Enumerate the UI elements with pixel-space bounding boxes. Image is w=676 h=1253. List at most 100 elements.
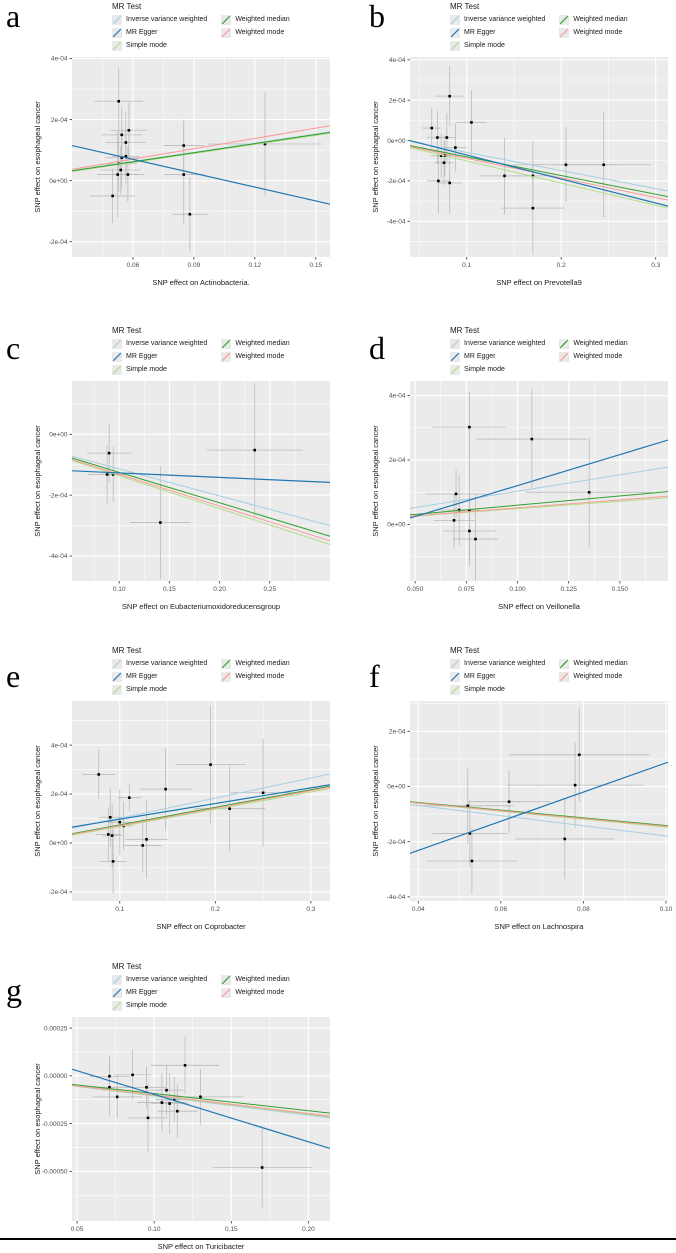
legend-item-label: Simple mode — [126, 1002, 167, 1009]
svg-text:0.09: 0.09 — [188, 262, 201, 269]
legend-title: MR Test — [112, 326, 142, 335]
legend-item-wmode: Weighted mode — [559, 670, 627, 683]
svg-text:SNP effect on Prevotella9: SNP effect on Prevotella9 — [496, 278, 582, 287]
panel-d-content: MR Test Inverse variance weighted MR Egg… — [338, 310, 676, 613]
panel-a-content: MR Test Inverse variance weighted MR Egg… — [0, 0, 338, 289]
panel-b: b MR Test Inverse variance weighted MR E… — [338, 0, 676, 310]
legend-key-icon — [559, 351, 570, 362]
legend-item-label: Weighted mode — [235, 989, 285, 996]
svg-text:0.15: 0.15 — [309, 262, 322, 269]
svg-text:0.1: 0.1 — [462, 262, 471, 269]
svg-text:0e+00: 0e+00 — [387, 784, 406, 791]
svg-text:SNP effect on Turicibacter: SNP effect on Turicibacter — [158, 1242, 245, 1251]
legend-item-label: Weighted mode — [235, 353, 285, 360]
legend-key-icon — [112, 987, 122, 998]
legend-key-icon — [112, 684, 122, 695]
svg-text:0.08: 0.08 — [577, 906, 590, 913]
legend-item-wmedian: Weighted median — [221, 973, 290, 986]
legend-item-ivw: Inverse variance weighted — [450, 657, 545, 670]
legend-key-icon — [112, 14, 122, 25]
legend-key-icon — [450, 364, 460, 375]
legend-key-icon — [450, 684, 460, 695]
scatter-plot-turicibacter: 0.05 0.10 0.15 0.20 -0.00050 -0.00025 0.00000 0… — [33, 1017, 331, 1251]
panel-f-content: MR Test Inverse variance weighted MR Egg… — [338, 620, 676, 933]
legend-item-egger: MR Egger — [112, 26, 207, 39]
legend-item-label: Inverse variance weighted — [126, 660, 208, 667]
svg-text:0.150: 0.150 — [612, 586, 629, 593]
legend-key-icon — [221, 351, 232, 362]
panel-b-content: MR Test Inverse variance weighted MR Egg… — [338, 0, 676, 289]
legend-key-icon — [221, 658, 232, 669]
legend-item-wmedian: Weighted median — [559, 337, 628, 350]
legend-key-icon — [221, 338, 232, 349]
scatter-plot-actinobacteria: 0.06 0.09 0.12 0.15 -2e-04 0e+00 2e-04 4e-04 SNP… — [33, 56, 331, 287]
svg-text:0e+00: 0e+00 — [49, 178, 68, 185]
legend-item-label: MR Egger — [464, 29, 496, 36]
legend-item-wmedian: Weighted median — [221, 13, 290, 26]
panel-a: a MR Test Inverse variance weighted MR E… — [0, 0, 338, 310]
svg-text:SNP effect on Actinobacteria.: SNP effect on Actinobacteria. — [152, 278, 249, 287]
svg-text:SNP effect on esophageal cance: SNP effect on esophageal cancer — [33, 425, 42, 537]
legend-item-label: Weighted mode — [573, 29, 623, 36]
legend-item-wmode: Weighted mode — [221, 350, 289, 363]
svg-text:0.06: 0.06 — [127, 262, 140, 269]
svg-text:SNP effect on Coprobacter: SNP effect on Coprobacter — [156, 922, 246, 931]
legend-key-icon — [112, 974, 122, 985]
svg-text:SNP effect on Eubacteriumoxido: SNP effect on Eubacteriumoxidoreducensgr… — [122, 602, 280, 611]
legend-key-icon — [112, 40, 122, 51]
svg-text:4e-04: 4e-04 — [51, 56, 68, 63]
panel-letter-g: g — [6, 972, 22, 1008]
svg-text:SNP effect on esophageal cance: SNP effect on esophageal cancer — [371, 745, 380, 857]
legend-key-icon — [450, 351, 460, 362]
legend-item-label: Simple mode — [126, 686, 167, 693]
legend-item-ivw: Inverse variance weighted — [450, 337, 545, 350]
legend-key-icon — [450, 40, 460, 51]
panel-letter-e: e — [6, 658, 21, 694]
legend-item-simple: Simple mode — [112, 363, 207, 376]
svg-text:-0.00050: -0.00050 — [42, 1169, 68, 1176]
svg-text:0.25: 0.25 — [263, 586, 276, 593]
legend-key-icon — [450, 338, 460, 349]
legend-title: MR Test — [450, 326, 480, 335]
legend-item-label: Weighted median — [235, 340, 290, 347]
svg-text:2e-04: 2e-04 — [389, 97, 406, 104]
legend-key-icon — [221, 671, 232, 682]
panel-letter-c: c — [6, 330, 21, 366]
legend-item-simple: Simple mode — [450, 683, 545, 696]
svg-text:SNP effect on esophageal cance: SNP effect on esophageal cancer — [33, 101, 42, 213]
svg-text:2e-04: 2e-04 — [389, 457, 406, 464]
legend-item-egger: MR Egger — [112, 350, 207, 363]
svg-text:-4e-04: -4e-04 — [387, 218, 406, 225]
svg-text:0e+00: 0e+00 — [387, 138, 406, 145]
legend-key-icon — [221, 974, 232, 985]
legend-title: MR Test — [450, 646, 480, 655]
legend-item-ivw: Inverse variance weighted — [112, 973, 207, 986]
legend-item-egger: MR Egger — [112, 670, 207, 683]
legend-item-simple: Simple mode — [112, 683, 207, 696]
legend-item-label: Inverse variance weighted — [464, 340, 546, 347]
legend-item-label: MR Egger — [126, 673, 158, 680]
legend-item-ivw: Inverse variance weighted — [450, 13, 545, 26]
svg-text:0.10: 0.10 — [660, 906, 673, 913]
panel-e-content: MR Test Inverse variance weighted MR Egg… — [0, 620, 338, 933]
legend-item-egger: MR Egger — [450, 26, 545, 39]
svg-text:-2e-04: -2e-04 — [49, 889, 68, 896]
svg-text:0.10: 0.10 — [113, 586, 126, 593]
figure-bottom-border — [0, 1238, 676, 1240]
legend-key-icon — [112, 658, 122, 669]
panel-c-content: MR Test Inverse variance weighted MR Egg… — [0, 310, 338, 613]
panel-letter-d: d — [369, 330, 385, 366]
legend-item-wmode: Weighted mode — [559, 350, 627, 363]
legend-item-ivw: Inverse variance weighted — [112, 337, 207, 350]
legend-item-label: Weighted mode — [235, 673, 285, 680]
panel-g-content: MR Test Inverse variance weighted MR Egg… — [0, 930, 338, 1253]
legend-item-wmode: Weighted mode — [221, 26, 289, 39]
panel-letter-a: a — [6, 0, 21, 34]
legend-title: MR Test — [112, 2, 142, 11]
svg-text:0e+00: 0e+00 — [49, 840, 68, 847]
svg-text:0.15: 0.15 — [225, 1226, 238, 1233]
svg-text:-2e-04: -2e-04 — [49, 492, 68, 499]
svg-text:-0.00025: -0.00025 — [42, 1121, 68, 1128]
legend-key-icon — [559, 14, 570, 25]
